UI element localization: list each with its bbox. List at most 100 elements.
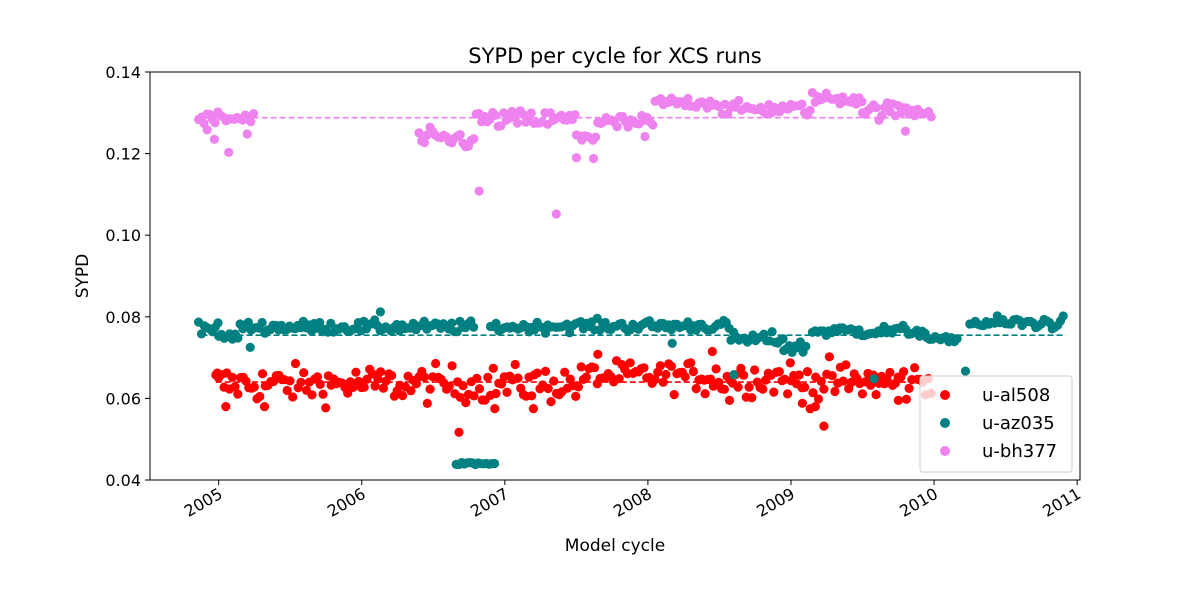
- data-point: [900, 126, 911, 136]
- data-point: [729, 370, 739, 380]
- data-point: [420, 372, 430, 382]
- data-point: [411, 379, 421, 389]
- data-point: [469, 391, 479, 401]
- x-tick-label: 2006: [324, 484, 369, 521]
- data-point: [359, 382, 369, 392]
- data-point: [202, 125, 212, 135]
- data-point: [612, 122, 622, 132]
- data-point: [666, 361, 677, 371]
- x-axis-title: Model cycle: [565, 536, 665, 556]
- data-point: [589, 363, 600, 373]
- data-point: [490, 404, 500, 414]
- data-point: [801, 341, 811, 351]
- data-point: [194, 317, 204, 327]
- data-point: [196, 329, 207, 339]
- plot-frame: [149, 71, 1081, 481]
- data-point: [593, 349, 603, 359]
- data-point: [455, 130, 465, 140]
- data-point: [591, 132, 601, 142]
- data-point: [245, 342, 255, 352]
- x-tick-label: 2010: [896, 484, 941, 521]
- data-point: [474, 384, 485, 394]
- data-point: [680, 372, 690, 382]
- plot-area: [194, 88, 1068, 470]
- data-point: [926, 112, 936, 122]
- data-point: [683, 93, 693, 104]
- data-point: [469, 322, 479, 332]
- legend-label: u-bh377: [982, 441, 1057, 462]
- data-point: [778, 334, 788, 344]
- data-point: [688, 366, 699, 377]
- data-point: [871, 390, 881, 400]
- legend-box: [919, 375, 1073, 473]
- y-tick-label: 0.08: [105, 308, 141, 327]
- data-point: [491, 388, 501, 399]
- data-point: [560, 367, 570, 377]
- data-point: [819, 384, 829, 394]
- data-point: [733, 382, 743, 392]
- data-point: [549, 376, 559, 386]
- data-point: [230, 382, 240, 392]
- data-point: [711, 364, 721, 374]
- data-point: [573, 382, 584, 392]
- data-point: [540, 366, 551, 376]
- data-point: [257, 317, 267, 328]
- data-point: [213, 318, 223, 328]
- data-point: [551, 209, 561, 219]
- data-point: [614, 374, 624, 384]
- data-point: [285, 376, 295, 386]
- legend-marker: [940, 446, 950, 456]
- data-point: [315, 317, 325, 328]
- data-point: [210, 118, 220, 128]
- data-point: [299, 368, 309, 378]
- data-point: [571, 391, 581, 401]
- data-point: [655, 361, 666, 371]
- data-point: [543, 383, 553, 394]
- data-point: [758, 384, 768, 394]
- data-point: [249, 382, 259, 392]
- data-point: [904, 383, 914, 393]
- legend-marker: [940, 418, 950, 428]
- data-point: [857, 97, 867, 107]
- data-point: [901, 394, 912, 404]
- data-point: [490, 110, 500, 120]
- data-point: [885, 367, 895, 378]
- x-tick-label: 2011: [1039, 484, 1084, 521]
- series-u-bh377: [194, 88, 936, 219]
- data-point: [830, 386, 840, 397]
- data-point: [571, 153, 582, 163]
- data-point: [526, 108, 536, 118]
- data-point: [315, 379, 325, 389]
- data-point: [496, 121, 506, 131]
- data-point: [488, 363, 498, 373]
- data-point: [348, 382, 358, 392]
- data-point: [819, 421, 829, 431]
- data-point: [816, 376, 826, 386]
- data-point: [209, 134, 219, 144]
- data-point: [510, 359, 520, 370]
- data-point: [588, 153, 599, 164]
- data-point: [565, 328, 575, 338]
- data-point: [532, 368, 542, 378]
- data-point: [378, 383, 388, 393]
- data-point: [212, 368, 222, 378]
- legend-label: u-az035: [982, 413, 1055, 434]
- x-tick-label: 2005: [181, 484, 226, 521]
- data-point: [387, 370, 397, 381]
- data-point: [419, 137, 430, 148]
- data-point: [546, 397, 556, 407]
- data-point: [899, 367, 909, 377]
- data-point: [312, 372, 323, 382]
- data-point: [952, 334, 962, 344]
- data-point: [422, 398, 432, 408]
- data-point: [257, 369, 268, 379]
- data-point: [857, 389, 868, 399]
- data-point: [472, 373, 482, 383]
- data-point: [458, 381, 468, 391]
- data-point: [406, 386, 416, 396]
- data-point: [290, 358, 301, 369]
- data-point: [233, 333, 243, 343]
- data-point: [625, 358, 635, 368]
- data-point: [321, 403, 331, 413]
- legend-label: u-al508: [982, 385, 1050, 406]
